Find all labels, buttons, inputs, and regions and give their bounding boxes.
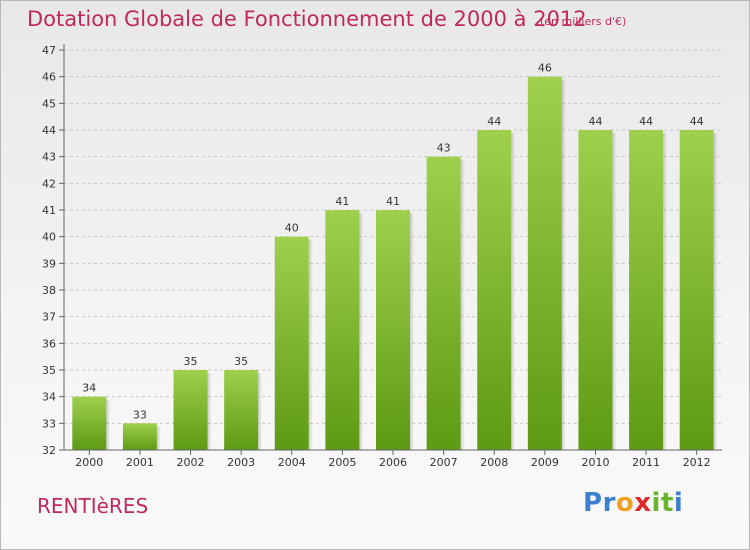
logo-letter: i [651, 488, 661, 518]
bar-value-label: 44 [690, 115, 704, 128]
bar-shadow [663, 133, 668, 450]
bar-value-label: 40 [285, 222, 299, 235]
bar-shadow [106, 399, 111, 450]
bar-shadow [612, 133, 617, 450]
bar [122, 423, 157, 450]
bar-shadow [207, 373, 212, 450]
bar-shadow [460, 159, 465, 450]
bar [173, 370, 208, 450]
logo-letter: i [673, 488, 684, 518]
bar-shadow [258, 373, 263, 450]
y-tick-label: 39 [42, 257, 56, 270]
bar [325, 210, 360, 450]
city-name: RENTIèRES [37, 494, 149, 518]
x-tick-label: 2008 [480, 456, 508, 469]
bar [376, 210, 410, 450]
x-tick-label: 2000 [75, 456, 103, 469]
x-tick-label: 2011 [632, 456, 660, 469]
x-tick-label: 2002 [177, 456, 205, 469]
bar [224, 370, 259, 450]
y-tick-label: 47 [42, 44, 56, 57]
bar-value-label: 41 [335, 195, 349, 208]
bars: 34 33 35 35 40 41 41 43 44 46 44 44 44 [72, 62, 718, 451]
bar [72, 396, 107, 450]
bar-value-label: 33 [133, 408, 147, 421]
bar-shadow [156, 426, 161, 450]
logo-letter: x [634, 488, 652, 518]
y-tick-label: 45 [42, 97, 56, 110]
y-tick-label: 38 [42, 284, 56, 297]
y-tick-label: 32 [42, 444, 56, 457]
axes: 32 33 34 35 36 37 38 39 40 41 42 43 44 45 46 47 2000 2001… [42, 44, 722, 469]
y-tick-label: 44 [42, 124, 56, 137]
x-tick-label: 2007 [430, 456, 458, 469]
x-tick-label: 2010 [581, 456, 609, 469]
bar-value-label: 41 [386, 195, 400, 208]
bar-value-label: 44 [487, 115, 501, 128]
bar-shadow [561, 79, 566, 451]
bar [679, 130, 714, 450]
bar-value-label: 35 [184, 355, 198, 368]
x-tick-label: 2005 [328, 456, 356, 469]
y-tick-label: 46 [42, 71, 56, 84]
logo-letter: o [615, 488, 635, 518]
y-tick-label: 40 [42, 231, 56, 244]
logo-letter: r [602, 488, 616, 518]
bar-value-label: 46 [538, 62, 552, 75]
chart-subtitle: (en milliers d'€) [540, 15, 627, 28]
bar-shadow [359, 213, 364, 450]
bar-value-label: 43 [437, 142, 451, 155]
x-tick-label: 2001 [126, 456, 154, 469]
y-tick-label: 35 [42, 364, 56, 377]
y-tick-label: 37 [42, 311, 56, 324]
bar [629, 130, 664, 450]
bar-shadow [713, 133, 718, 450]
logo-letter: P [583, 488, 603, 518]
bar [477, 130, 512, 450]
bar-value-label: 35 [234, 355, 248, 368]
bar-shadow [511, 133, 516, 450]
bar [274, 236, 309, 450]
y-tick-label: 33 [42, 417, 56, 430]
proxiti-logo: Proxiti [583, 488, 683, 518]
chart-title: Dotation Globale de Fonctionnement de 20… [27, 7, 587, 31]
bar [527, 76, 562, 451]
y-tick-label: 36 [42, 337, 56, 350]
y-tick-label: 34 [42, 391, 56, 404]
bar [578, 130, 613, 450]
y-tick-label: 41 [42, 204, 56, 217]
x-tick-label: 2012 [683, 456, 711, 469]
y-tick-label: 43 [42, 151, 56, 164]
x-tick-label: 2004 [278, 456, 306, 469]
bar-shadow [410, 213, 414, 450]
bar-value-label: 44 [639, 115, 653, 128]
bar-value-label: 44 [588, 115, 602, 128]
x-tick-label: 2009 [531, 456, 559, 469]
logo-letter: t [660, 488, 674, 518]
bar-shadow [308, 239, 313, 450]
x-tick-label: 2006 [379, 456, 407, 469]
bar-value-label: 34 [82, 382, 96, 395]
y-tick-label: 42 [42, 177, 56, 190]
bar [426, 156, 461, 450]
x-tick-label: 2003 [227, 456, 255, 469]
